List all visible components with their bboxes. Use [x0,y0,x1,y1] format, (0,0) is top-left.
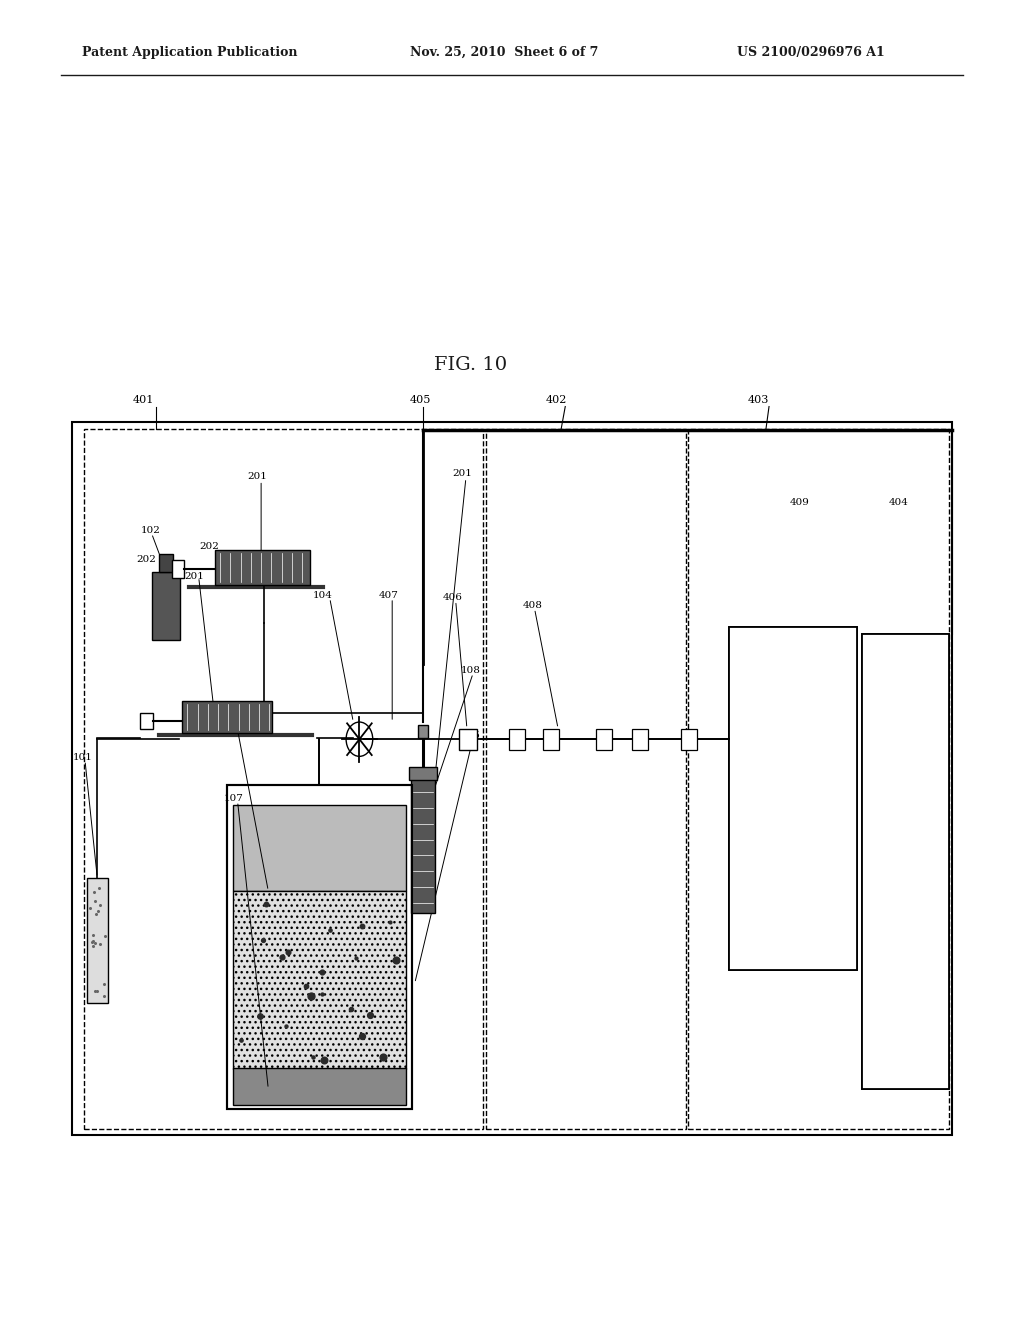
Text: 101: 101 [73,754,92,762]
Text: US 2100/0296976 A1: US 2100/0296976 A1 [737,46,885,59]
Bar [729,627,857,970]
Text: 102: 102 [140,527,160,535]
Bar [215,550,310,585]
Bar [140,713,153,729]
Bar [486,429,686,1129]
Text: 107: 107 [224,795,244,803]
Text: 201: 201 [184,573,204,581]
Bar [596,729,612,750]
Bar [84,429,483,1129]
Text: 201: 201 [248,473,267,480]
Bar [227,785,412,1109]
Text: 405: 405 [410,395,431,405]
Text: 201: 201 [453,470,472,478]
Bar [543,729,559,750]
Bar [862,634,949,1089]
Bar [72,422,952,1135]
Bar [409,767,437,780]
Text: Patent Application Publication: Patent Application Publication [82,46,297,59]
Text: 406: 406 [442,594,462,602]
Bar [233,891,406,1069]
Text: 105: 105 [461,731,480,739]
Text: 202: 202 [200,543,219,550]
Bar [172,560,184,578]
Bar [87,878,108,1003]
Text: 104: 104 [312,591,332,599]
Bar [729,627,857,970]
Bar [418,725,428,738]
Bar [862,634,949,1089]
Text: 403: 403 [748,395,769,405]
Text: 404: 404 [889,499,908,507]
Bar [233,1068,406,1105]
Bar [227,785,412,1109]
Bar [159,554,173,572]
Bar [182,701,272,733]
Text: 409: 409 [790,499,809,507]
Text: 202: 202 [136,556,156,564]
Bar [459,729,477,750]
Text: 408: 408 [522,602,542,610]
Bar [632,729,648,750]
Bar [681,729,697,750]
Text: 103: 103 [224,723,244,731]
Text: 401: 401 [133,395,155,405]
Bar [152,572,180,640]
Bar [233,805,406,891]
Bar [411,775,435,913]
Bar [688,429,949,1129]
Bar [509,729,525,750]
Text: Nov. 25, 2010  Sheet 6 of 7: Nov. 25, 2010 Sheet 6 of 7 [410,46,598,59]
Text: FIG. 10: FIG. 10 [434,356,508,375]
Text: 407: 407 [379,591,398,599]
Text: 108: 108 [461,667,480,675]
Text: 402: 402 [546,395,567,405]
